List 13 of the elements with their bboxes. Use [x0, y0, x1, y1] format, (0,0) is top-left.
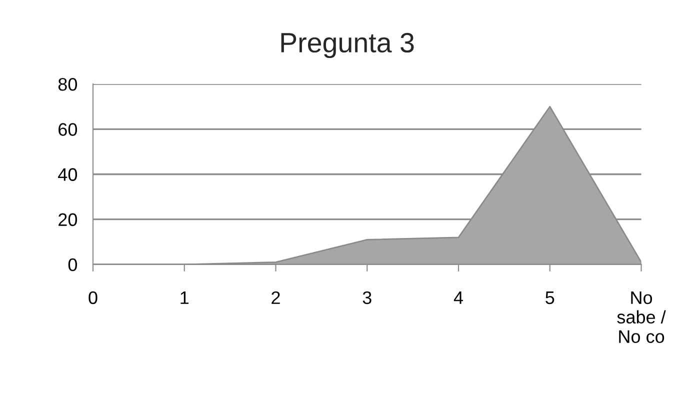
x-tick-label: No sabe / No co	[617, 292, 666, 343]
chart-title: Pregunta 3	[281, 32, 414, 58]
y-tick-label: 40	[58, 168, 78, 181]
x-tick-label: 1	[180, 292, 189, 304]
x-tick-label: 0	[88, 291, 98, 304]
x-tick-label: 3	[362, 291, 372, 304]
y-tick-label: 0	[68, 258, 78, 272]
y-tick-label: 60	[58, 123, 78, 136]
x-tick-label: 5	[546, 292, 554, 304]
x-tick-label: 4	[454, 292, 463, 304]
y-tick-label: 80	[58, 78, 78, 91]
y-tick-label: 20	[58, 213, 78, 226]
x-tick-label: 2	[272, 291, 280, 304]
